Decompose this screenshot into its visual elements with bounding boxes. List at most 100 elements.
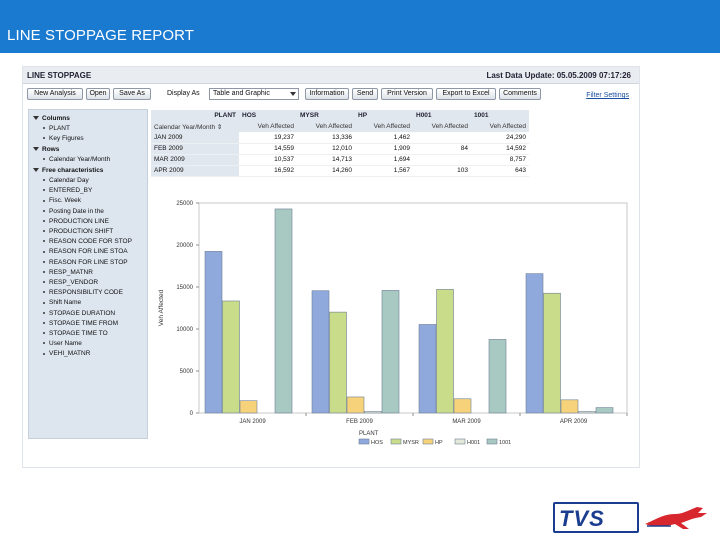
- bullet-icon: [43, 250, 45, 253]
- plant-col-header[interactable]: 1001: [471, 110, 529, 121]
- legend-label: H001: [467, 440, 480, 446]
- bullet-icon: [43, 220, 45, 223]
- y-axis-label: Veh Affected: [158, 289, 165, 326]
- nav-item[interactable]: STOPAGE TIME FROM: [43, 319, 118, 329]
- bar: [311, 290, 330, 414]
- x-tick-label: FEB 2009: [346, 419, 373, 425]
- y-tick-label: 5000: [180, 369, 194, 375]
- bar: [543, 292, 561, 414]
- nav-group-rows[interactable]: Rows: [33, 145, 59, 155]
- nav-group-free-characteristics[interactable]: Free characteristics: [33, 166, 103, 176]
- bullet-icon: [43, 158, 45, 161]
- plant-col-header[interactable]: HOS: [239, 110, 297, 121]
- nav-item[interactable]: REASON FOR LINE STOA: [43, 247, 128, 257]
- metric-header: Veh Affected: [297, 121, 355, 132]
- table-cell: 1,567: [355, 165, 413, 177]
- nav-item[interactable]: Key Figures: [43, 134, 84, 144]
- legend-label: MYSR: [403, 440, 419, 446]
- bullet-icon: [43, 311, 45, 314]
- row-month[interactable]: MAR 2009: [151, 154, 239, 166]
- y-tick-label: 15000: [176, 285, 193, 291]
- nav-item[interactable]: Calendar Year/Month: [43, 155, 110, 165]
- bar: [488, 339, 507, 414]
- bar: [239, 400, 258, 414]
- nav-item[interactable]: User Name: [43, 339, 82, 349]
- nav-group-columns[interactable]: Columns: [33, 114, 70, 124]
- metric-header: Veh Affected: [239, 121, 297, 132]
- bar: [204, 251, 223, 414]
- table-cell: 1,909: [355, 143, 413, 155]
- nav-item[interactable]: PRODUCTION LINE: [43, 217, 109, 227]
- table-cell: 19,237: [239, 132, 297, 144]
- nav-item[interactable]: STOPAGE DURATION: [43, 309, 115, 319]
- row-month[interactable]: FEB 2009: [151, 143, 239, 155]
- nav-item[interactable]: PRODUCTION SHIFT: [43, 227, 113, 237]
- metric-header: Veh Affected: [355, 121, 413, 132]
- plot-area: [198, 202, 628, 414]
- data-table: PLANT HOS MYSR HP H001 1001 Calendar Yea…: [151, 110, 529, 177]
- table-cell: 643: [471, 165, 529, 177]
- y-tick-label: 20000: [176, 243, 193, 249]
- row-month[interactable]: JAN 2009: [151, 132, 239, 144]
- bullet-icon: [43, 179, 45, 182]
- nav-item[interactable]: Posting Date in the: [43, 207, 104, 217]
- nav-item[interactable]: RESP_VENDOR: [43, 278, 98, 288]
- bar: [418, 324, 437, 414]
- table-row: APR 2009 16,592 14,260 1,567 103 643: [151, 165, 529, 177]
- nav-item[interactable]: RESP_MATNR: [43, 268, 93, 278]
- bar: [436, 289, 454, 414]
- information-button[interactable]: Information: [305, 88, 349, 100]
- table-cell: 14,592: [471, 143, 529, 155]
- sort-icon: ⇕: [216, 123, 223, 131]
- bullet-icon: [43, 199, 45, 202]
- bar: [222, 300, 240, 414]
- nav-item[interactable]: ENTERED_BY: [43, 186, 92, 196]
- table-cell: [413, 132, 471, 144]
- plant-header[interactable]: PLANT: [151, 110, 239, 121]
- plant-col-header[interactable]: H001: [413, 110, 471, 121]
- bullet-icon: [43, 342, 45, 345]
- y-tick-label: 25000: [176, 201, 193, 207]
- table-header-row: PLANT HOS MYSR HP H001 1001: [151, 110, 529, 121]
- send-button[interactable]: Send: [352, 88, 378, 100]
- y-tick-label: 0: [190, 411, 194, 417]
- save-as-button[interactable]: Save As: [113, 88, 151, 100]
- legend-label: 1001: [499, 440, 511, 446]
- nav-item[interactable]: REASON CODE FOR STOP: [43, 237, 132, 247]
- x-tick-label: APR 2009: [560, 419, 588, 425]
- display-as-select[interactable]: Table and Graphic: [209, 88, 299, 100]
- open-button[interactable]: Open: [86, 88, 110, 100]
- plant-col-header[interactable]: HP: [355, 110, 413, 121]
- filter-settings-link[interactable]: Filter Settings: [586, 92, 629, 99]
- bullet-icon: [43, 352, 45, 355]
- bullet-icon: [43, 137, 45, 140]
- nav-item[interactable]: Fisc. Week: [43, 196, 81, 206]
- nav-item[interactable]: RESPONSIBILITY CODE: [43, 288, 123, 298]
- plant-col-header[interactable]: MYSR: [297, 110, 355, 121]
- legend-label: HP: [435, 440, 443, 446]
- nav-item[interactable]: Calendar Day: [43, 176, 89, 186]
- bar: [274, 208, 293, 414]
- table-cell: 13,336: [297, 132, 355, 144]
- nav-item[interactable]: VEHI_MATNR: [43, 349, 90, 359]
- row-month[interactable]: APR 2009: [151, 165, 239, 177]
- legend-title: PLANT: [359, 431, 379, 437]
- new-analysis-button[interactable]: New Analysis: [27, 88, 83, 100]
- export-excel-button[interactable]: Export to Excel: [436, 88, 496, 100]
- table-cell: 14,713: [297, 154, 355, 166]
- row-header[interactable]: Calendar Year/Month ⇕: [151, 121, 239, 132]
- nav-item[interactable]: PLANT: [43, 124, 70, 134]
- table-cell: 14,559: [239, 143, 297, 155]
- bullet-icon: [43, 230, 45, 233]
- nav-item[interactable]: STOPAGE TIME TO: [43, 329, 108, 339]
- print-version-button[interactable]: Print Version: [381, 88, 433, 100]
- bullet-icon: [43, 322, 45, 325]
- nav-item[interactable]: REASON FOR LINE STOP: [43, 258, 128, 268]
- bar-chart: 0 5000 10000 15000 20000 25000 Veh Affected JAN…: [158, 201, 628, 446]
- table-cell: 8,757: [471, 154, 529, 166]
- bullet-icon: [43, 281, 45, 284]
- bar: [578, 411, 596, 414]
- comments-button[interactable]: Comments: [499, 88, 541, 100]
- bar: [329, 311, 347, 414]
- nav-item[interactable]: Shift Name: [43, 298, 81, 308]
